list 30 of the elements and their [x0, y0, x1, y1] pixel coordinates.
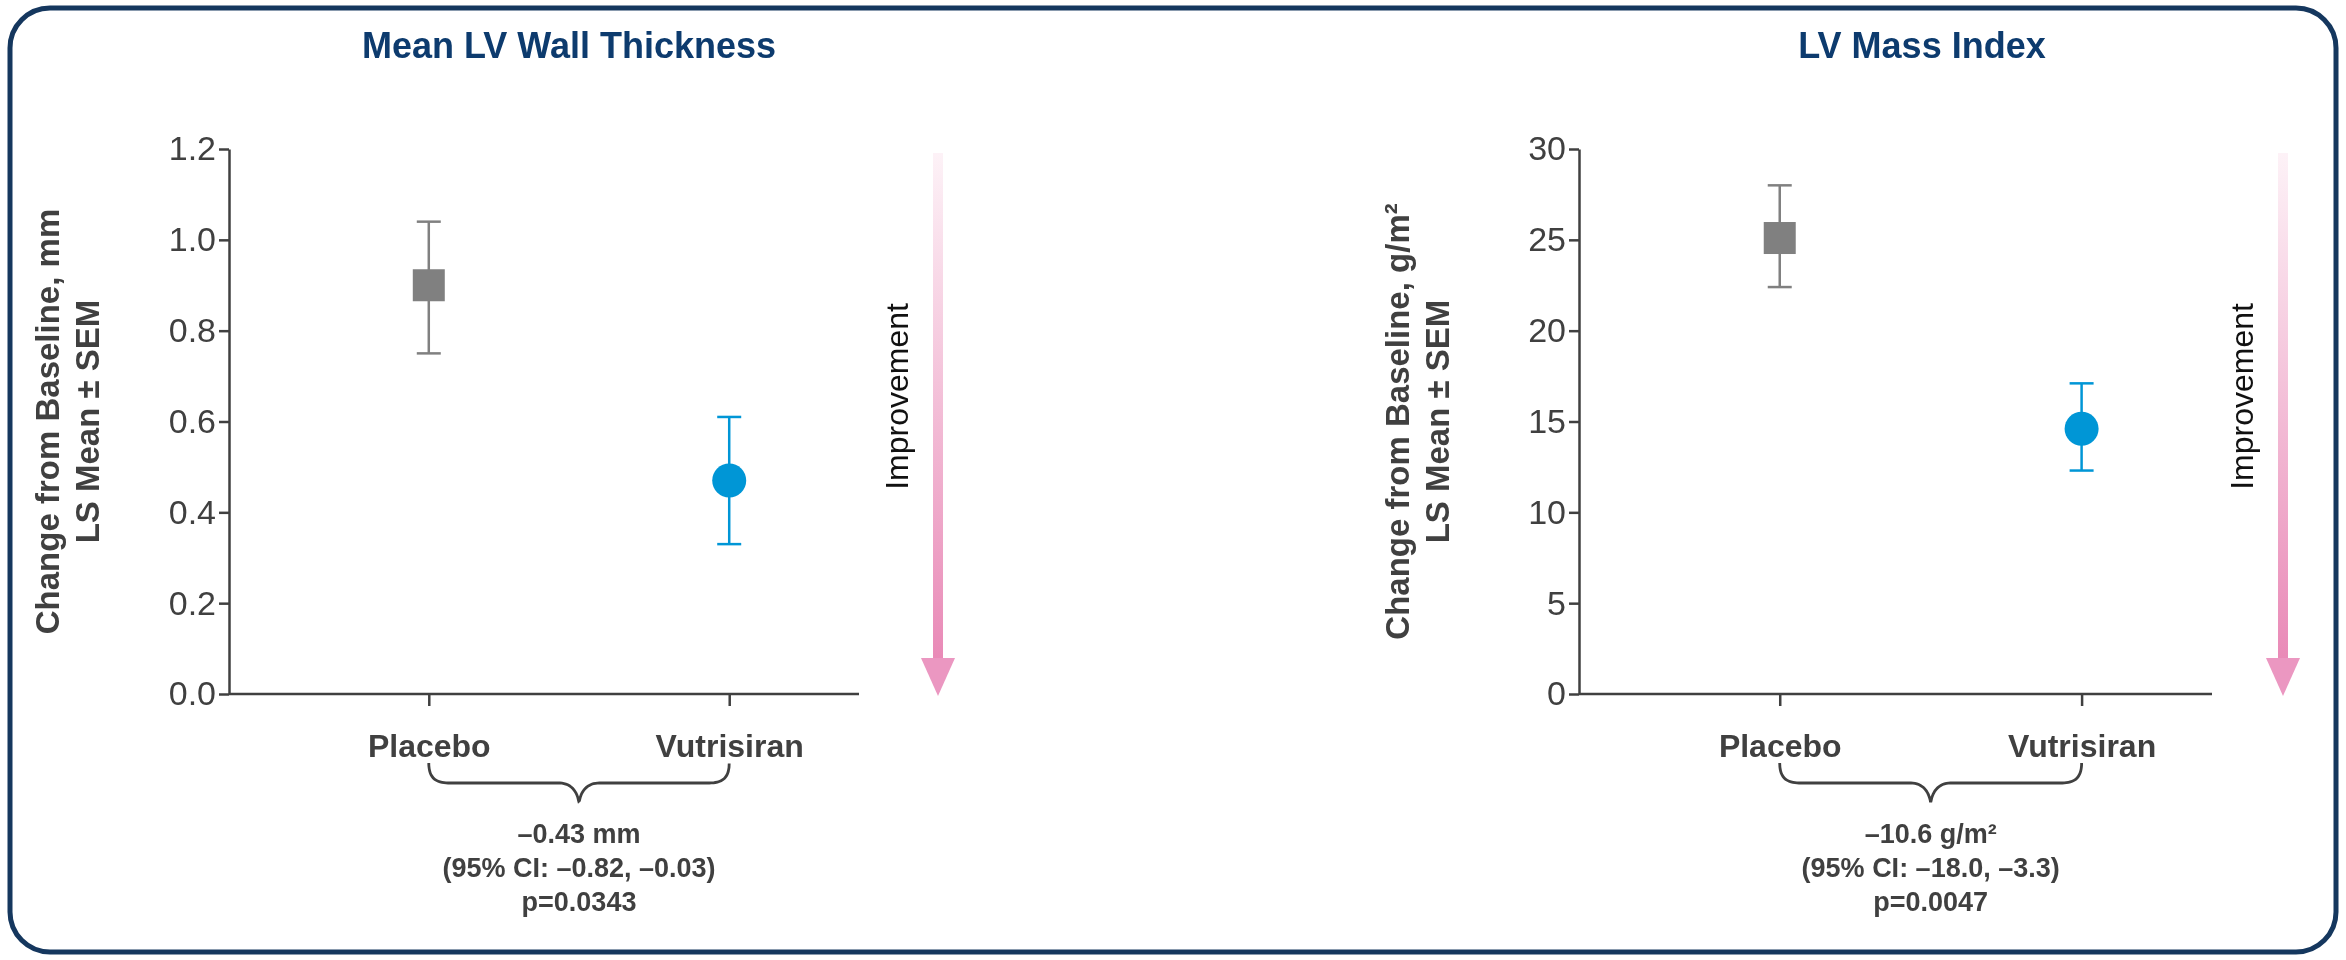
text: Improvement: [879, 303, 915, 490]
x-tick-label: Vutrisiran: [655, 728, 804, 764]
text: –10.6 g/m²: [1864, 819, 1997, 849]
text: (95% CI: –18.0, –3.3): [1801, 853, 2060, 883]
x-tick-label: Placebo: [367, 728, 491, 764]
text: –0.43 mm: [517, 819, 641, 849]
y-tick-label: 1.0: [168, 220, 216, 259]
text: p=0.0343: [521, 887, 637, 917]
text: (95% CI: –0.82, –0.03): [442, 853, 716, 883]
y-tick-label: 30: [1528, 129, 1566, 168]
y-tick-label: 0.8: [168, 311, 216, 350]
y-tick-label: 1.2: [168, 129, 216, 168]
chart-title: LV Mass Index: [1798, 25, 2046, 66]
text: Improvement: [2224, 303, 2260, 490]
y-axis-title: Change from Baseline, g/m² LS Mean ± SEM: [1379, 203, 1456, 640]
y-tick-label: 15: [1528, 401, 1566, 440]
y-tick-label: 0.0: [168, 674, 216, 713]
y-tick-label: 0: [1547, 674, 1566, 713]
x-tick-label: Vutrisiran: [2008, 728, 2157, 764]
y-tick-label: 0.6: [168, 401, 216, 440]
y-tick-label: 0.4: [168, 492, 216, 531]
y-axis-title: Change from Baseline, mm LS Mean ± SEM: [29, 208, 106, 635]
chart-title: Mean LV Wall Thickness: [361, 25, 777, 66]
x-tick-label: Placebo: [1718, 728, 1842, 764]
y-tick-label: 10: [1528, 492, 1566, 531]
y-tick-label: 20: [1528, 311, 1566, 350]
y-tick-label: 25: [1528, 220, 1566, 259]
y-tick-label: 5: [1547, 583, 1566, 622]
text: p=0.0047: [1873, 887, 1989, 917]
y-tick-label: 0.2: [168, 583, 216, 622]
